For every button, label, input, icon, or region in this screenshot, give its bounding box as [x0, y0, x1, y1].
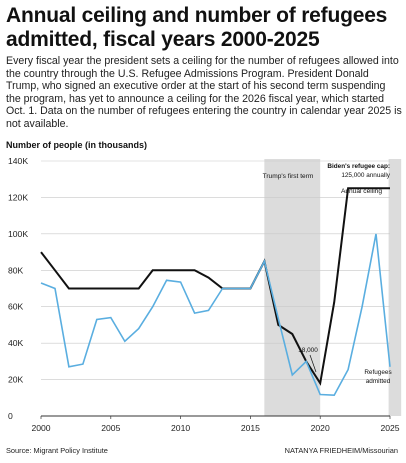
gridlines [41, 160, 390, 417]
annotation-low-point: 18,000 [298, 347, 318, 354]
low-point-leader [309, 354, 317, 373]
source-note: Source: Migrant Policy Institute [6, 446, 108, 455]
x-tick-2010: 2010 [171, 423, 190, 433]
y-tick-20K: 20K [8, 375, 24, 385]
x-tick-2020: 2020 [311, 423, 330, 433]
y-tick-80K: 80K [8, 265, 24, 275]
annotations: Trump's first term Biden's refugee cap: … [263, 163, 392, 385]
chart-title: Annual ceiling and number of refugees ad… [6, 4, 388, 51]
credit-line: NATANYA FRIEDHEIM/Missourian [284, 446, 398, 455]
y-tick-140K: 140K [8, 156, 28, 166]
y-tick-60K: 60K [8, 302, 24, 312]
y-tick-0: 0 [8, 411, 13, 421]
y-tick-100K: 100K [8, 229, 28, 239]
annotation-refugees-admitted-line2: admitted [366, 378, 391, 385]
y-axis-label: Number of people (in thousands) [6, 140, 147, 150]
series-lines [40, 187, 391, 397]
shaded-region-1 [388, 159, 402, 416]
x-tick-2015: 2015 [241, 423, 260, 433]
chart-subtitle: Every fiscal year the president sets a c… [6, 55, 402, 130]
annotation-biden-cap-line2: 125,000 annually [341, 172, 390, 179]
series-line-annual-ceiling [40, 187, 390, 386]
region-label-trump-first-term: Trump's first term [263, 173, 314, 180]
y-tick-40K: 40K [8, 338, 24, 348]
annotation-refugees-admitted-line1: Refugees [364, 369, 391, 376]
x-tick-2005: 2005 [101, 423, 120, 433]
y-tick-labels: 0 20K 40K 60K 80K 100K 120K 140K [8, 156, 28, 421]
y-tick-120K: 120K [8, 192, 28, 202]
series-line-refugees-admitted [40, 233, 391, 397]
x-tick-2000: 2000 [31, 423, 50, 433]
annotation-annual-ceiling: Annual ceiling [341, 188, 382, 195]
x-tick-2025: 2025 [380, 423, 399, 433]
annotation-biden-cap-line1: Biden's refugee cap: [327, 163, 390, 170]
x-tick-labels: 2000 2005 2010 2015 2020 2025 [31, 416, 400, 433]
